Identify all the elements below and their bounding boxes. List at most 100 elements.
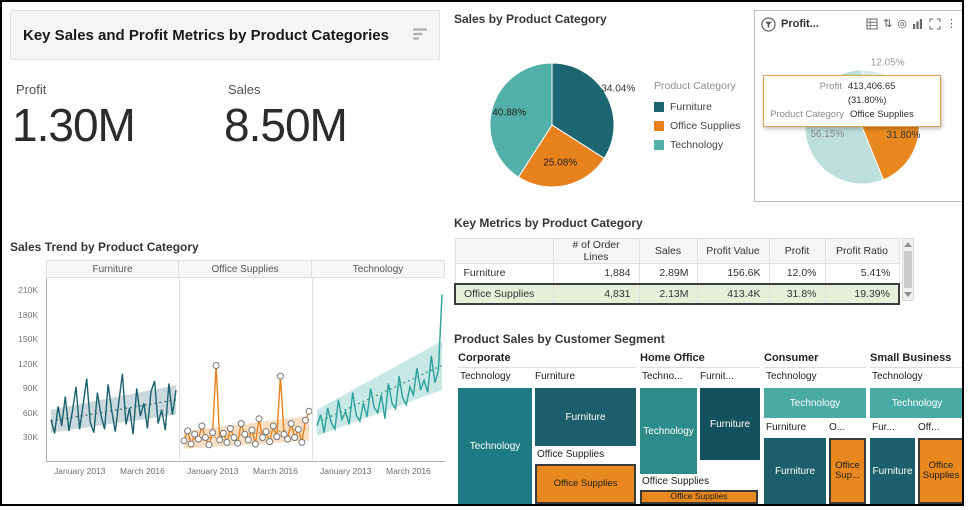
- kpi-title: Key Sales and Profit Metrics by Product …: [23, 26, 389, 44]
- block-small-business-furniture[interactable]: Furniture: [870, 438, 915, 504]
- column-label-furniture: Furnit...: [700, 371, 734, 382]
- trend-panel-technology[interactable]: [312, 278, 445, 462]
- pie-slice-technology[interactable]: [489, 62, 553, 178]
- series-marker[interactable]: [194, 435, 202, 443]
- cell-order-lines: 4,831: [552, 282, 640, 305]
- table-row-furniture[interactable]: Furniture 1,884 2.89M 156.6K 12.0% 5.41%: [454, 263, 900, 284]
- trend-panel-office-supplies[interactable]: [179, 278, 313, 462]
- series-marker[interactable]: [251, 440, 259, 448]
- series-marker[interactable]: [269, 422, 277, 430]
- block-home-office-technology[interactable]: Technology: [640, 388, 697, 474]
- pie-slice-office-supplies[interactable]: [517, 124, 605, 188]
- col-header-profit-value: Profit Value: [696, 238, 770, 264]
- scroll-up-icon[interactable]: [904, 242, 912, 247]
- series-marker[interactable]: [301, 416, 309, 424]
- series-marker[interactable]: [201, 434, 209, 441]
- cell-sales: 2.13M: [638, 282, 698, 305]
- scrollbar-thumb[interactable]: [904, 251, 912, 288]
- series-marker[interactable]: [298, 438, 306, 446]
- office-supplies-header: Office Supplies: [537, 449, 605, 460]
- kpi-options-icon[interactable]: [411, 25, 431, 45]
- block-consumer-office-supplies-selected[interactable]: Office Sup...: [829, 438, 866, 504]
- series-marker[interactable]: [184, 427, 192, 435]
- office-supplies-swatch: [654, 121, 664, 131]
- series-marker[interactable]: [241, 430, 249, 438]
- series-marker[interactable]: [284, 435, 292, 443]
- column-label-technology: Technology: [460, 371, 511, 382]
- sort-icon[interactable]: ⇅: [883, 17, 893, 30]
- series-marker[interactable]: [255, 415, 263, 423]
- block-small-business-technology[interactable]: Technology: [870, 388, 962, 418]
- series-marker[interactable]: [209, 429, 217, 437]
- block-label: Furniture: [565, 411, 606, 423]
- sales-trend-section: Sales Trend by Product Category Furnitur…: [10, 240, 446, 490]
- profit-widget-toolbar: Profit... ⇅ ◎ ⋮: [755, 11, 962, 37]
- series-marker[interactable]: [248, 426, 256, 434]
- series-marker[interactable]: [205, 441, 213, 449]
- y-axis-tick-label: 120K: [18, 359, 38, 369]
- series-marker[interactable]: [191, 430, 199, 438]
- series-marker[interactable]: [266, 438, 274, 446]
- series-marker[interactable]: [180, 437, 188, 445]
- block-consumer-technology[interactable]: Technology: [764, 388, 866, 418]
- series-marker[interactable]: [291, 434, 299, 441]
- block-label: Technology: [643, 425, 694, 437]
- x-tick-end: March 2016: [253, 466, 298, 476]
- series-marker[interactable]: [187, 440, 195, 448]
- block-corporate-furniture[interactable]: Furniture: [535, 388, 636, 446]
- series-marker[interactable]: [280, 430, 288, 438]
- series-marker[interactable]: [223, 438, 231, 446]
- block-consumer-furniture[interactable]: Furniture: [764, 438, 826, 504]
- scroll-down-icon[interactable]: [904, 292, 912, 297]
- series-marker[interactable]: [219, 429, 227, 437]
- trend-panel-furniture[interactable]: [46, 278, 179, 462]
- series-marker[interactable]: [262, 428, 270, 436]
- filter-icon[interactable]: [761, 16, 776, 32]
- menu-icon[interactable]: ⋮: [946, 17, 957, 30]
- legend-label: Furniture: [670, 101, 713, 113]
- block-corporate-technology[interactable]: Technology: [458, 388, 532, 504]
- col-header-order-lines: # of Order Lines: [552, 238, 640, 264]
- chart-icon[interactable]: [912, 18, 924, 30]
- block-small-business-office-supplies-selected[interactable]: Office Supplies: [918, 438, 962, 504]
- sales-pie-chart: 34.04% 25.08% 40.88%: [489, 62, 635, 188]
- series-marker[interactable]: [244, 436, 252, 444]
- view-data-icon[interactable]: [866, 18, 878, 30]
- series-line-technology[interactable]: [316, 294, 443, 433]
- series-marker[interactable]: [237, 420, 245, 428]
- table-row-office-supplies-selected[interactable]: Office Supplies 4,831 2.13M 413.4K 31.8%…: [454, 282, 900, 305]
- y-axis-tick-label: 60K: [22, 408, 38, 418]
- expand-icon[interactable]: [929, 18, 941, 30]
- key-metrics-title: Key Metrics by Product Category: [454, 216, 643, 230]
- block-corporate-office-supplies-selected[interactable]: Office Supplies: [535, 464, 636, 504]
- cell-sales: 2.89M: [638, 263, 698, 284]
- y-axis-tick-label: 90K: [22, 383, 38, 393]
- legend-item-office-supplies[interactable]: Office Supplies: [654, 120, 740, 132]
- segment-name: Corporate: [458, 352, 636, 368]
- key-metrics-table: # of Order Lines Sales Profit Value Prof…: [454, 238, 900, 305]
- series-marker[interactable]: [276, 372, 284, 380]
- block-home-office-office-supplies-selected[interactable]: Office Supplies: [640, 490, 758, 504]
- block-home-office-furniture[interactable]: Furniture: [700, 388, 760, 460]
- profit-widget-panel: Profit... ⇅ ◎ ⋮ 12.05% 31.80% 56.15% Profi…: [754, 10, 962, 202]
- series-line-furniture[interactable]: [50, 373, 177, 435]
- series-marker[interactable]: [198, 422, 206, 430]
- cell-profit: 12.0%: [768, 263, 826, 284]
- series-marker[interactable]: [212, 362, 220, 369]
- series-marker[interactable]: [287, 420, 295, 428]
- series-marker[interactable]: [226, 425, 234, 432]
- legend-item-technology[interactable]: Technology: [654, 139, 740, 151]
- series-marker[interactable]: [230, 434, 238, 441]
- tooltip-row: Profit 413,406.65 (31.80%): [770, 80, 934, 108]
- table-scrollbar[interactable]: [902, 238, 914, 301]
- series-marker[interactable]: [294, 425, 302, 433]
- series-marker[interactable]: [234, 439, 242, 447]
- keep-only-icon[interactable]: ◎: [897, 17, 907, 30]
- kpi-panel-header: Key Sales and Profit Metrics by Product …: [10, 10, 440, 60]
- series-marker[interactable]: [216, 436, 224, 444]
- legend-label: Office Supplies: [670, 120, 741, 132]
- series-marker[interactable]: [259, 434, 267, 441]
- legend-item-furniture[interactable]: Furniture: [654, 101, 740, 113]
- series-marker[interactable]: [273, 433, 281, 441]
